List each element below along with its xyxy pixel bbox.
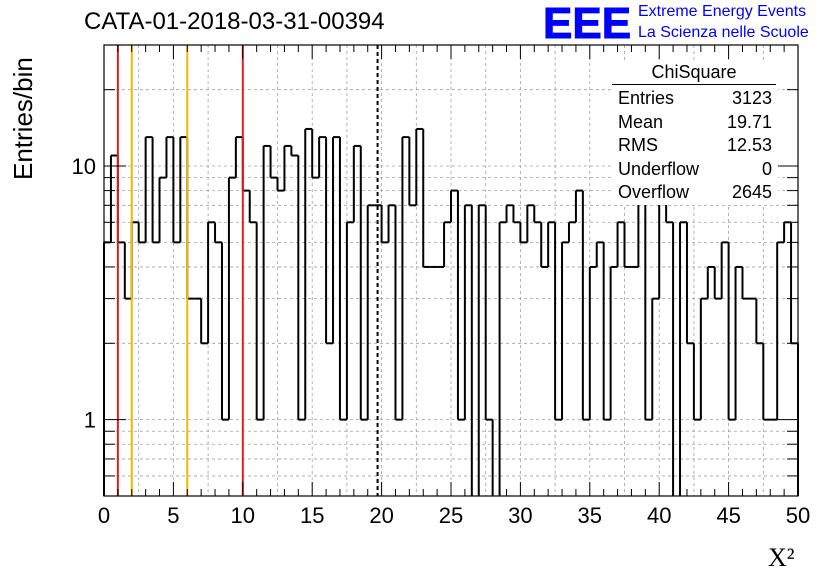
org-name: Extreme Energy Events	[638, 3, 807, 20]
x-tick-label: 35	[578, 503, 602, 528]
plot-title: CATA-01-2018-03-31-00394	[84, 8, 385, 35]
stats-value: 19.71	[726, 111, 772, 132]
stats-row-mean: Mean 19.71	[612, 111, 778, 135]
x-tick-label: 15	[300, 503, 324, 528]
stats-label: Underflow	[618, 158, 700, 179]
stats-row-underflow: Underflow 0	[612, 158, 778, 182]
org-tagline: La Scienza nelle Scuole	[638, 24, 809, 41]
axis-ticks	[103, 44, 799, 497]
stats-value: 3123	[731, 88, 772, 108]
stats-value: 2645	[731, 182, 772, 202]
stats-value: 12.53	[726, 135, 772, 155]
x-tick-label: 5	[167, 503, 179, 528]
stats-label: Overflow	[618, 182, 690, 202]
x-tick-label: 50	[786, 503, 810, 528]
stats-box: ChiSquare Entries 3123 Mean 19.71 RMS 12…	[612, 62, 778, 205]
x-tick-label: 0	[98, 503, 110, 528]
y-tick-label: 10	[72, 154, 96, 179]
histogram	[103, 127, 799, 496]
eee-logo: EEE	[543, 2, 631, 42]
reference-lines	[116, 45, 379, 496]
x-axis-label: X²	[768, 543, 795, 572]
stats-row-rms: RMS 12.53	[612, 134, 778, 158]
stats-title: ChiSquare	[612, 62, 776, 85]
stats-label: Entries	[618, 88, 675, 108]
stats-label: Mean	[618, 111, 664, 132]
stats-row-overflow: Overflow 2645	[612, 181, 778, 205]
stats-row-entries: Entries 3123	[612, 87, 778, 111]
y-tick-label: 1	[84, 408, 96, 433]
stats-label: RMS	[618, 135, 658, 155]
stats-value: 0	[761, 158, 772, 179]
x-tick-label: 30	[508, 503, 532, 528]
eee-logo-text: EEE	[543, 2, 631, 42]
x-tick-label: 45	[716, 503, 740, 528]
y-axis-label: Entries/bin	[8, 57, 38, 180]
x-tick-label: 25	[439, 503, 463, 528]
x-tick-labels: 0 5 10 15 20 25 30 35 40 45 50	[98, 503, 810, 528]
x-tick-label: 40	[647, 503, 671, 528]
x-tick-label: 20	[369, 503, 393, 528]
y-tick-labels: 1 10	[72, 154, 96, 433]
x-tick-label: 10	[231, 503, 255, 528]
